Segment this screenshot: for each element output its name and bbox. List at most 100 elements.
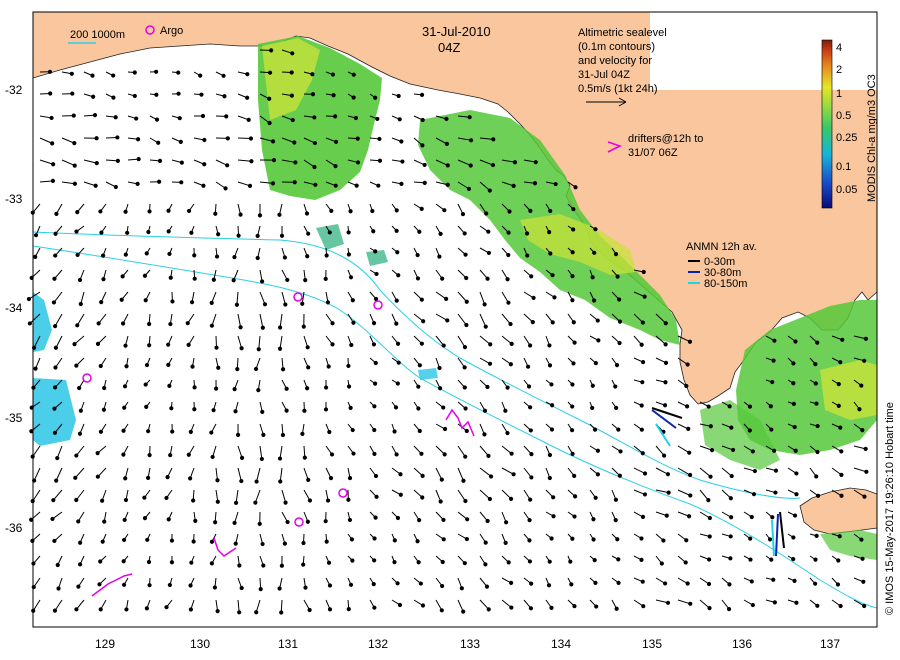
velocity-arrow: [33, 335, 41, 348]
velocity-arrow-head: [422, 180, 427, 186]
velocity-arrow-head: [143, 298, 148, 303]
velocity-arrow: [479, 335, 491, 345]
velocity-arrow-head: [33, 366, 38, 371]
velocity-arrow-head: [751, 492, 757, 497]
velocity-arrow-head: [615, 537, 620, 542]
velocity-arrow-head: [772, 600, 777, 605]
velocity-arrow-head: [418, 581, 423, 586]
velocity-arrow-head: [549, 427, 555, 432]
velocity-arrow-head: [373, 249, 378, 254]
velocity-arrow: [457, 291, 468, 303]
velocity-arrow-head: [225, 136, 230, 141]
velocity-arrow-head: [687, 472, 693, 478]
velocity-arrow-head: [395, 341, 401, 346]
velocity-arrow-head: [285, 277, 290, 283]
velocity-arrow-head: [437, 365, 442, 371]
velocity-arrow-head: [300, 301, 305, 306]
velocity-arrow-head: [123, 252, 128, 257]
velocity-arrow-head: [147, 343, 152, 348]
velocity-arrow-head: [685, 581, 690, 586]
velocity-arrow: [39, 180, 53, 183]
velocity-arrow-head: [325, 300, 331, 305]
velocity-arrow-head: [773, 490, 778, 495]
velocity-arrow: [699, 489, 709, 501]
velocity-arrow: [281, 489, 287, 503]
velocity-arrow-head: [166, 229, 171, 234]
velocity-arrow-head: [224, 114, 229, 119]
velocity-arrow: [655, 313, 667, 324]
colorbar-title: MODIS Chl-a mg/m3 OC3: [866, 74, 878, 202]
velocity-arrow-head: [72, 341, 77, 347]
velocity-arrow-head: [324, 539, 329, 544]
velocity-arrow-head: [282, 255, 287, 260]
altimetry-line: 31-Jul 04Z: [578, 69, 630, 81]
velocity-arrow-head: [260, 409, 265, 414]
velocity-arrow-head: [239, 455, 245, 460]
velocity-arrow-head: [617, 340, 622, 346]
velocity-arrow-head: [50, 178, 56, 183]
drifter-track: [213, 537, 237, 557]
velocity-arrow-head: [198, 73, 203, 78]
velocity-arrow-head: [111, 95, 116, 100]
velocity-arrow: [279, 467, 283, 482]
velocity-arrow-head: [506, 560, 511, 565]
velocity-arrow-head: [259, 456, 264, 462]
velocity-arrow-head: [571, 361, 576, 366]
velocity-arrow-head: [617, 473, 622, 478]
velocity-arrow-head: [254, 610, 259, 615]
velocity-arrow-head: [437, 254, 442, 259]
x-tick-label: 129: [95, 637, 115, 651]
velocity-arrow-head: [96, 321, 101, 326]
velocity-arrow: [61, 159, 75, 167]
velocity-arrow-head: [145, 537, 150, 542]
velocity-arrow-head: [839, 493, 844, 498]
velocity-arrow-head: [593, 580, 598, 586]
velocity-arrow-head: [747, 404, 753, 409]
velocity-arrow-head: [169, 560, 175, 565]
velocity-arrow: [61, 181, 75, 185]
anmn-legend-title: ANMN 12h av.: [686, 241, 757, 253]
velocity-arrow: [237, 467, 242, 482]
velocity-arrow-head: [463, 498, 468, 504]
velocity-arrow-head: [330, 72, 336, 77]
velocity-arrow-head: [417, 363, 422, 368]
velocity-arrow-head: [396, 360, 401, 365]
velocity-arrow-head: [232, 254, 237, 260]
velocity-arrow-head: [95, 341, 101, 346]
chl-patch-coast-yellow: [520, 214, 636, 275]
velocity-arrow-head: [546, 583, 552, 588]
isobath-legend-label: 200 1000m: [70, 29, 125, 41]
velocity-arrow-head: [52, 608, 58, 613]
velocity-arrow-head: [279, 563, 284, 568]
velocity-arrow-head: [464, 428, 469, 434]
velocity-arrow-head: [186, 452, 191, 457]
velocity-arrow-head: [176, 91, 181, 96]
velocity-arrow-head: [282, 541, 288, 546]
velocity-arrow-head: [373, 360, 378, 366]
velocity-arrow-head: [95, 451, 100, 456]
velocity-arrow: [479, 599, 490, 610]
velocity-arrow-head: [269, 48, 274, 53]
velocity-arrow-head: [76, 584, 81, 589]
velocity-arrow-head: [572, 604, 577, 609]
velocity-arrow-head: [547, 230, 552, 235]
velocity-arrow-head: [202, 162, 207, 167]
velocity-arrow-head: [156, 140, 161, 145]
velocity-arrow-head: [373, 296, 379, 302]
argo-legend-label: Argo: [160, 25, 183, 37]
velocity-arrow-head: [270, 181, 276, 186]
velocity-arrow-head: [688, 601, 693, 606]
anmn-vector-80-150m: [655, 423, 671, 447]
velocity-arrow-head: [614, 606, 619, 611]
velocity-arrow-head: [346, 497, 351, 502]
x-tick-label: 136: [732, 637, 752, 651]
velocity-arrow-head: [77, 562, 83, 567]
velocity-arrow-head: [329, 452, 335, 457]
velocity-arrow: [501, 313, 511, 325]
velocity-arrow-head: [50, 516, 55, 522]
velocity-arrow-head: [839, 449, 844, 454]
velocity-arrow-head: [747, 428, 752, 433]
chl-patch-west-cyan-2: [33, 378, 76, 446]
velocity-arrow-head: [193, 518, 198, 523]
velocity-arrow-head: [463, 406, 468, 411]
